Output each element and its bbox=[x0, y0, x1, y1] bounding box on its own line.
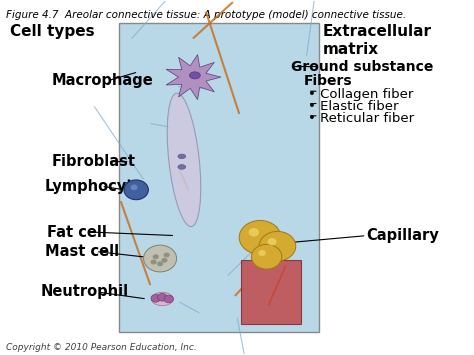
Text: • Reticular fiber: • Reticular fiber bbox=[308, 112, 414, 125]
Ellipse shape bbox=[178, 165, 186, 169]
Text: • Collagen fiber: • Collagen fiber bbox=[308, 88, 413, 101]
Circle shape bbox=[153, 254, 159, 259]
Polygon shape bbox=[166, 55, 221, 100]
Circle shape bbox=[267, 238, 276, 245]
Text: Capillary: Capillary bbox=[366, 228, 439, 243]
Circle shape bbox=[124, 180, 148, 200]
Text: Fibers: Fibers bbox=[303, 73, 352, 88]
Ellipse shape bbox=[167, 93, 201, 226]
Circle shape bbox=[251, 245, 282, 269]
Text: Lymphocyte: Lymphocyte bbox=[45, 179, 144, 194]
Circle shape bbox=[161, 258, 167, 263]
Circle shape bbox=[144, 245, 177, 272]
Bar bbox=[240, 260, 301, 324]
Circle shape bbox=[157, 261, 163, 266]
Circle shape bbox=[239, 220, 281, 254]
Ellipse shape bbox=[178, 154, 186, 159]
Text: Macrophage: Macrophage bbox=[51, 73, 153, 88]
Circle shape bbox=[259, 231, 296, 261]
Text: Fibroblast: Fibroblast bbox=[51, 154, 136, 169]
Text: Copyright © 2010 Pearson Education, Inc.: Copyright © 2010 Pearson Education, Inc. bbox=[6, 343, 197, 352]
Ellipse shape bbox=[190, 72, 201, 79]
Circle shape bbox=[151, 260, 156, 264]
Circle shape bbox=[151, 294, 161, 302]
Text: Figure 4.7  Areolar connective tissue: A prototype (model) connective tissue.: Figure 4.7 Areolar connective tissue: A … bbox=[6, 10, 406, 20]
Text: Mast cell: Mast cell bbox=[45, 244, 119, 259]
Text: Neutrophil: Neutrophil bbox=[40, 284, 128, 300]
Circle shape bbox=[248, 228, 259, 236]
Text: Fat cell: Fat cell bbox=[47, 225, 107, 240]
Text: Cell types: Cell types bbox=[10, 24, 95, 39]
Ellipse shape bbox=[151, 292, 173, 306]
Text: Ground substance: Ground substance bbox=[291, 60, 433, 73]
Bar bbox=[119, 22, 319, 333]
Text: Extracellular
matrix: Extracellular matrix bbox=[323, 24, 432, 57]
Circle shape bbox=[258, 250, 266, 256]
Text: • Elastic fiber: • Elastic fiber bbox=[308, 100, 399, 113]
Circle shape bbox=[164, 252, 170, 257]
Circle shape bbox=[130, 185, 137, 190]
Circle shape bbox=[164, 295, 173, 303]
Circle shape bbox=[157, 293, 167, 301]
